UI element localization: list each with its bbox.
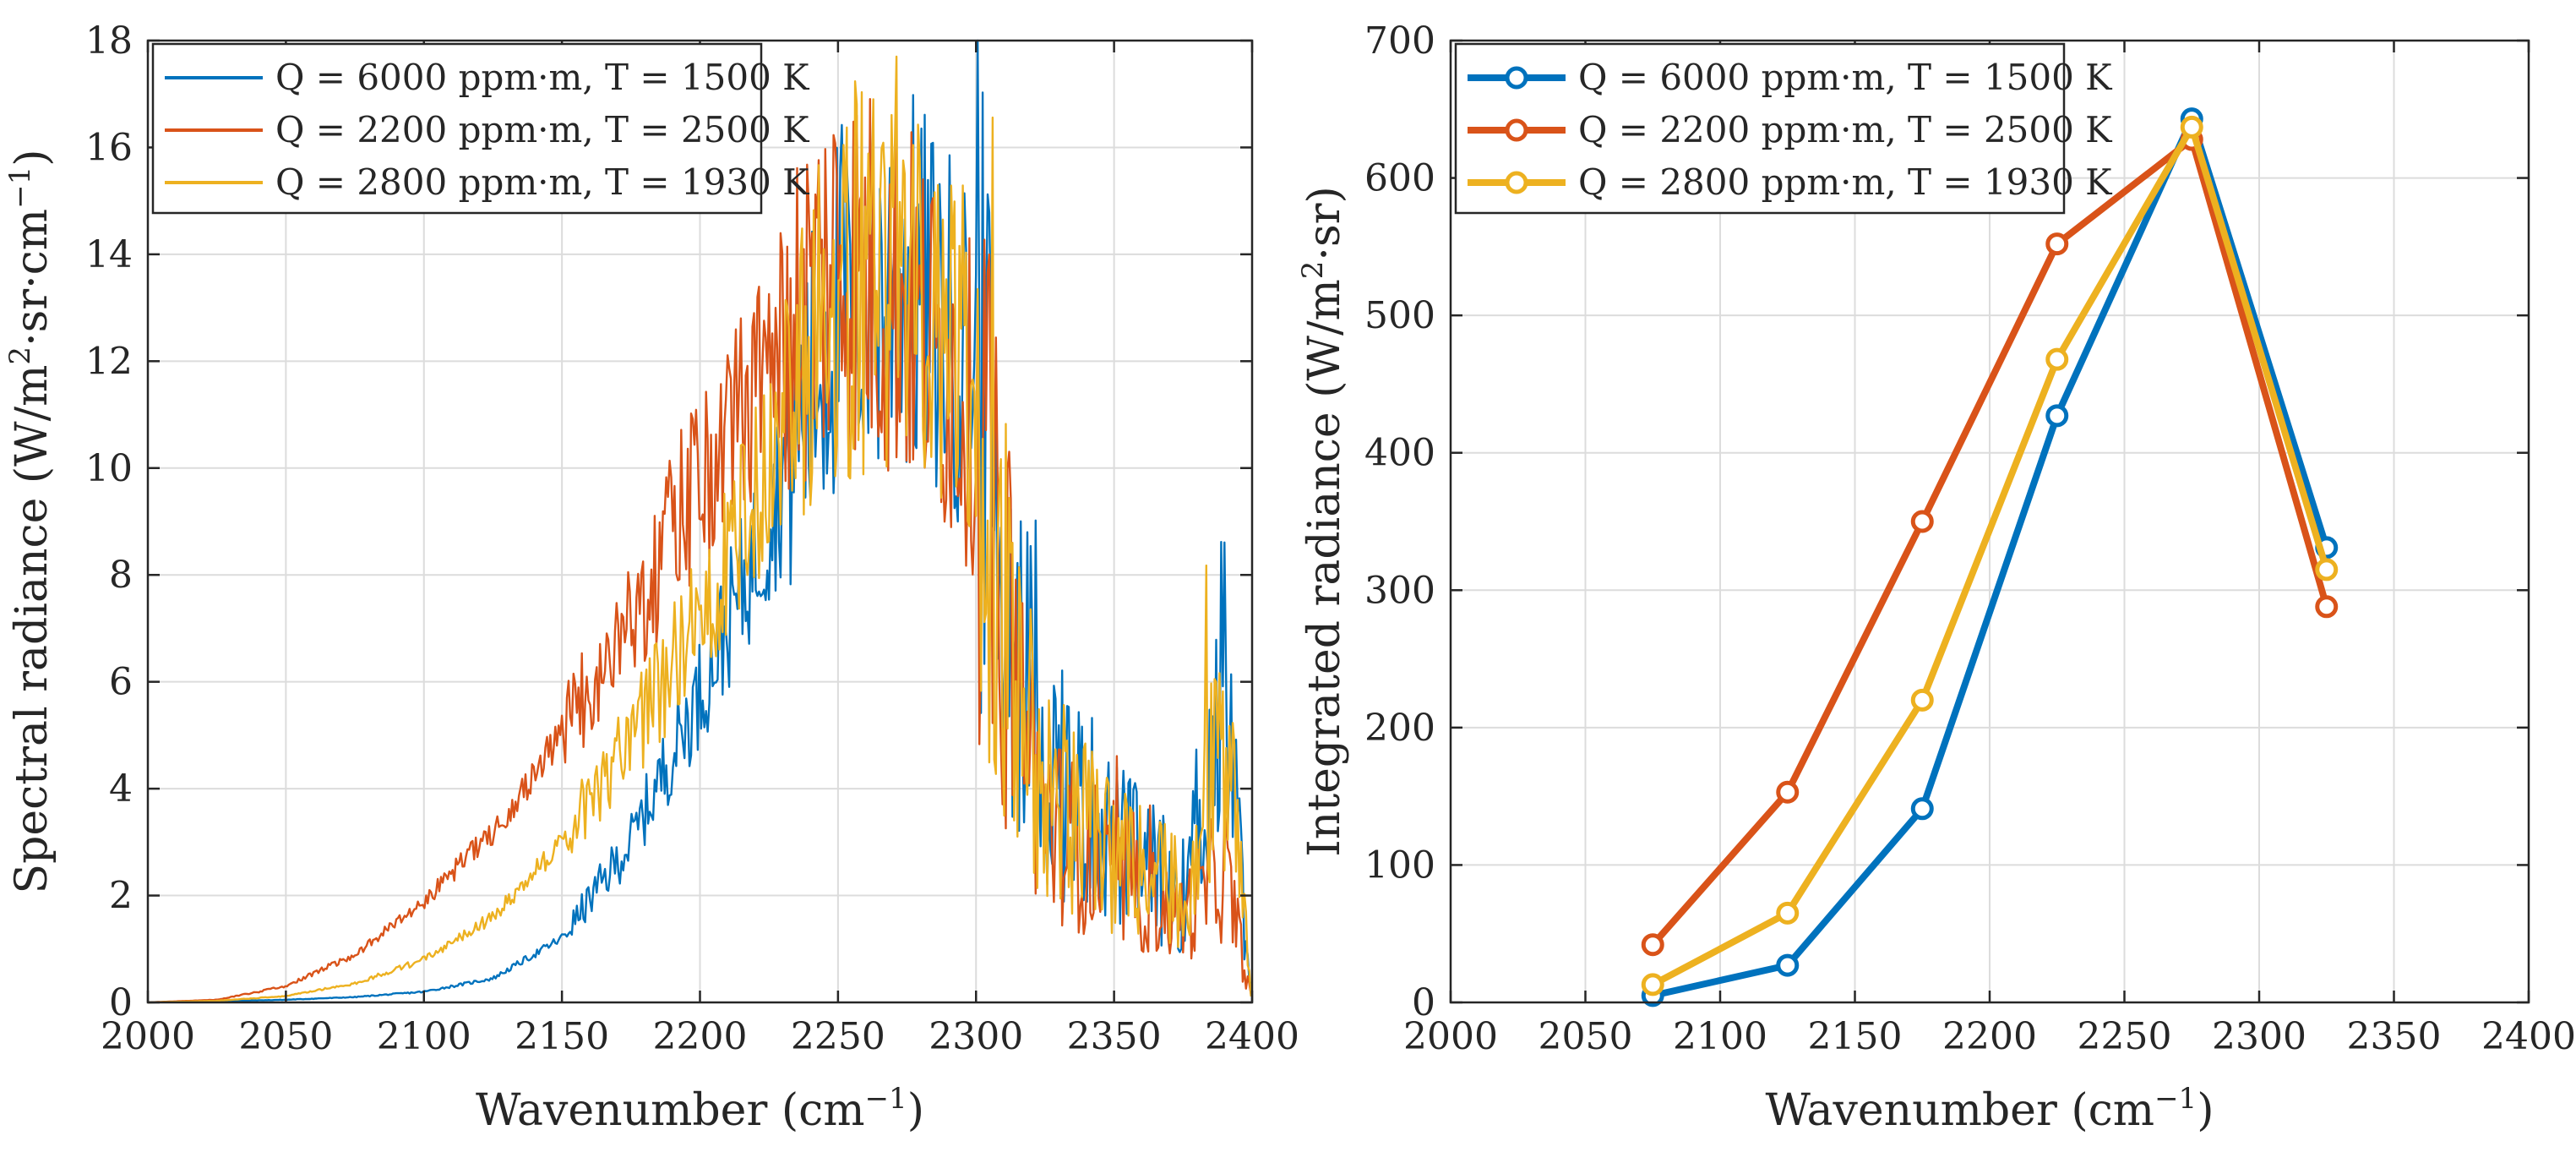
series-2-point (1910, 510, 1934, 533)
y-axis-label: Spectral radiance (W/m2·sr·cm−1) (3, 149, 57, 893)
x-tick-label: 2200 (1942, 1015, 2037, 1058)
y-axis-label-part: 2 (1296, 261, 1330, 280)
series-3-point (1910, 688, 1934, 712)
y-axis-label-part: Integrated radiance (W/m (1299, 279, 1350, 857)
y-tick-label: 2 (109, 875, 133, 918)
series-line-3 (1651, 123, 2330, 988)
x-tick-label: 2250 (2078, 1015, 2172, 1058)
y-tick-label: 700 (1364, 19, 1435, 63)
series-2-point (1776, 780, 1800, 804)
series-group (1641, 107, 2339, 1007)
legend-entry-3: Q = 2800 ppm·m, T = 1930 K (1578, 161, 2113, 203)
x-axis-label-text: Wavenumber (cm (476, 1085, 865, 1136)
x-axis-label: Wavenumber (cm−1) (1766, 1082, 2214, 1136)
y-tick-label: 300 (1364, 569, 1435, 612)
y-axis-label-part: 2 (3, 347, 37, 365)
legend-marker-2 (1505, 118, 1528, 142)
series-2-point (2315, 595, 2339, 619)
legend-entry-3: Q = 2800 ppm·m, T = 1930 K (275, 161, 810, 203)
x-tick-label: 2300 (929, 1015, 1023, 1058)
legend: Q = 6000 ppm·m, T = 1500 K Q = 2200 ppm·m… (1454, 42, 2113, 215)
series-1-point (2045, 404, 2069, 428)
spectral-radiance-chart: 2000 2050 2100 2150 2200 2250 2300 2350 2400 0 2 4 6… (3, 19, 1299, 1136)
legend-marker-1 (1505, 66, 1528, 90)
integrated-radiance-chart: 2000 2050 2100 2150 2200 2250 2300 2350 24000100… (1296, 19, 2576, 1136)
series-1-point (1776, 953, 1800, 977)
x-tick-label: 2250 (791, 1015, 885, 1058)
series-3-point (2045, 347, 2069, 371)
series-line-1 (148, 39, 1252, 1004)
y-tick-label: 0 (1412, 981, 1435, 1024)
series-line-2 (1650, 136, 2330, 947)
legend: Q = 6000 ppm·m, T = 1500 K Q = 2200 ppm·m… (151, 42, 810, 215)
series-line-2 (147, 97, 1252, 1004)
y-tick-label: 12 (85, 340, 133, 383)
x-axis-label-sup: −1 (865, 1082, 907, 1116)
series-3-point (1776, 901, 1800, 925)
y-tick-label: 600 (1364, 157, 1435, 200)
x-tick-label: 2000 (1403, 1015, 1498, 1058)
y-axis-label-part: ) (7, 149, 57, 166)
x-axis-label: Wavenumber (cm−1) (476, 1082, 924, 1136)
y-axis-label-part: Spectral radiance (W/m (7, 365, 57, 894)
y-tick-label: 18 (85, 19, 133, 63)
x-tick-label: 2300 (2212, 1015, 2306, 1058)
series-2-point (2045, 232, 2069, 256)
series-line-3 (148, 55, 1252, 1004)
x-tick-label: 2150 (515, 1015, 609, 1058)
x-axis-label-end: ) (2197, 1085, 2214, 1136)
x-tick-label: 2050 (1539, 1015, 1633, 1058)
y-tick-label: 4 (109, 767, 133, 811)
y-tick-label: 8 (109, 554, 133, 597)
x-tick-label: 2100 (377, 1015, 471, 1058)
y-tick-label: 0 (109, 981, 133, 1024)
legend-entry-2: Q = 2200 ppm·m, T = 2500 K (1578, 109, 2113, 150)
x-tick-label: 2050 (238, 1015, 333, 1058)
y-tick-label: 6 (109, 661, 133, 704)
legend-entry-1: Q = 6000 ppm·m, T = 1500 K (275, 57, 810, 98)
y-tick-label: 200 (1364, 707, 1435, 750)
series-group (147, 39, 1252, 1004)
series-1-point (1910, 797, 1934, 821)
series-3-point (2180, 115, 2203, 139)
y-tick-label: 100 (1364, 844, 1435, 887)
x-tick-label: 2350 (1067, 1015, 1162, 1058)
x-tick-label: 2400 (1205, 1015, 1299, 1058)
series-3-point (2315, 558, 2339, 582)
x-tick-label: 2400 (2481, 1015, 2576, 1058)
x-tick-label: 2100 (1673, 1015, 1767, 1058)
x-axis-label-sup: −1 (2154, 1082, 2197, 1116)
legend-entry-1: Q = 6000 ppm·m, T = 1500 K (1578, 57, 2113, 98)
legend-marker-3 (1505, 171, 1528, 194)
y-axis-label-part: ·sr·cm (7, 209, 57, 347)
x-axis-label-text: Wavenumber (cm (1766, 1085, 2155, 1136)
x-axis-label-end: ) (907, 1085, 924, 1136)
x-tick-label: 2000 (101, 1015, 195, 1058)
x-tick-label: 2350 (2347, 1015, 2442, 1058)
x-tick-label: 2200 (653, 1015, 748, 1058)
y-tick-label: 16 (85, 126, 133, 169)
y-tick-label: 400 (1364, 432, 1435, 475)
y-axis-label-part: −1 (3, 167, 37, 209)
y-tick-label: 500 (1364, 294, 1435, 337)
legend-entry-2: Q = 2200 ppm·m, T = 2500 K (275, 109, 810, 150)
series-3-point (1641, 973, 1664, 996)
y-axis-label-part: ·sr) (1299, 186, 1350, 260)
y-axis-label: Integrated radiance (W/m2·sr) (1296, 186, 1350, 857)
y-tick-label: 10 (85, 447, 133, 490)
x-tick-label: 2150 (1808, 1015, 1903, 1058)
series-2-point (1641, 933, 1664, 957)
y-tick-label: 14 (85, 233, 133, 276)
